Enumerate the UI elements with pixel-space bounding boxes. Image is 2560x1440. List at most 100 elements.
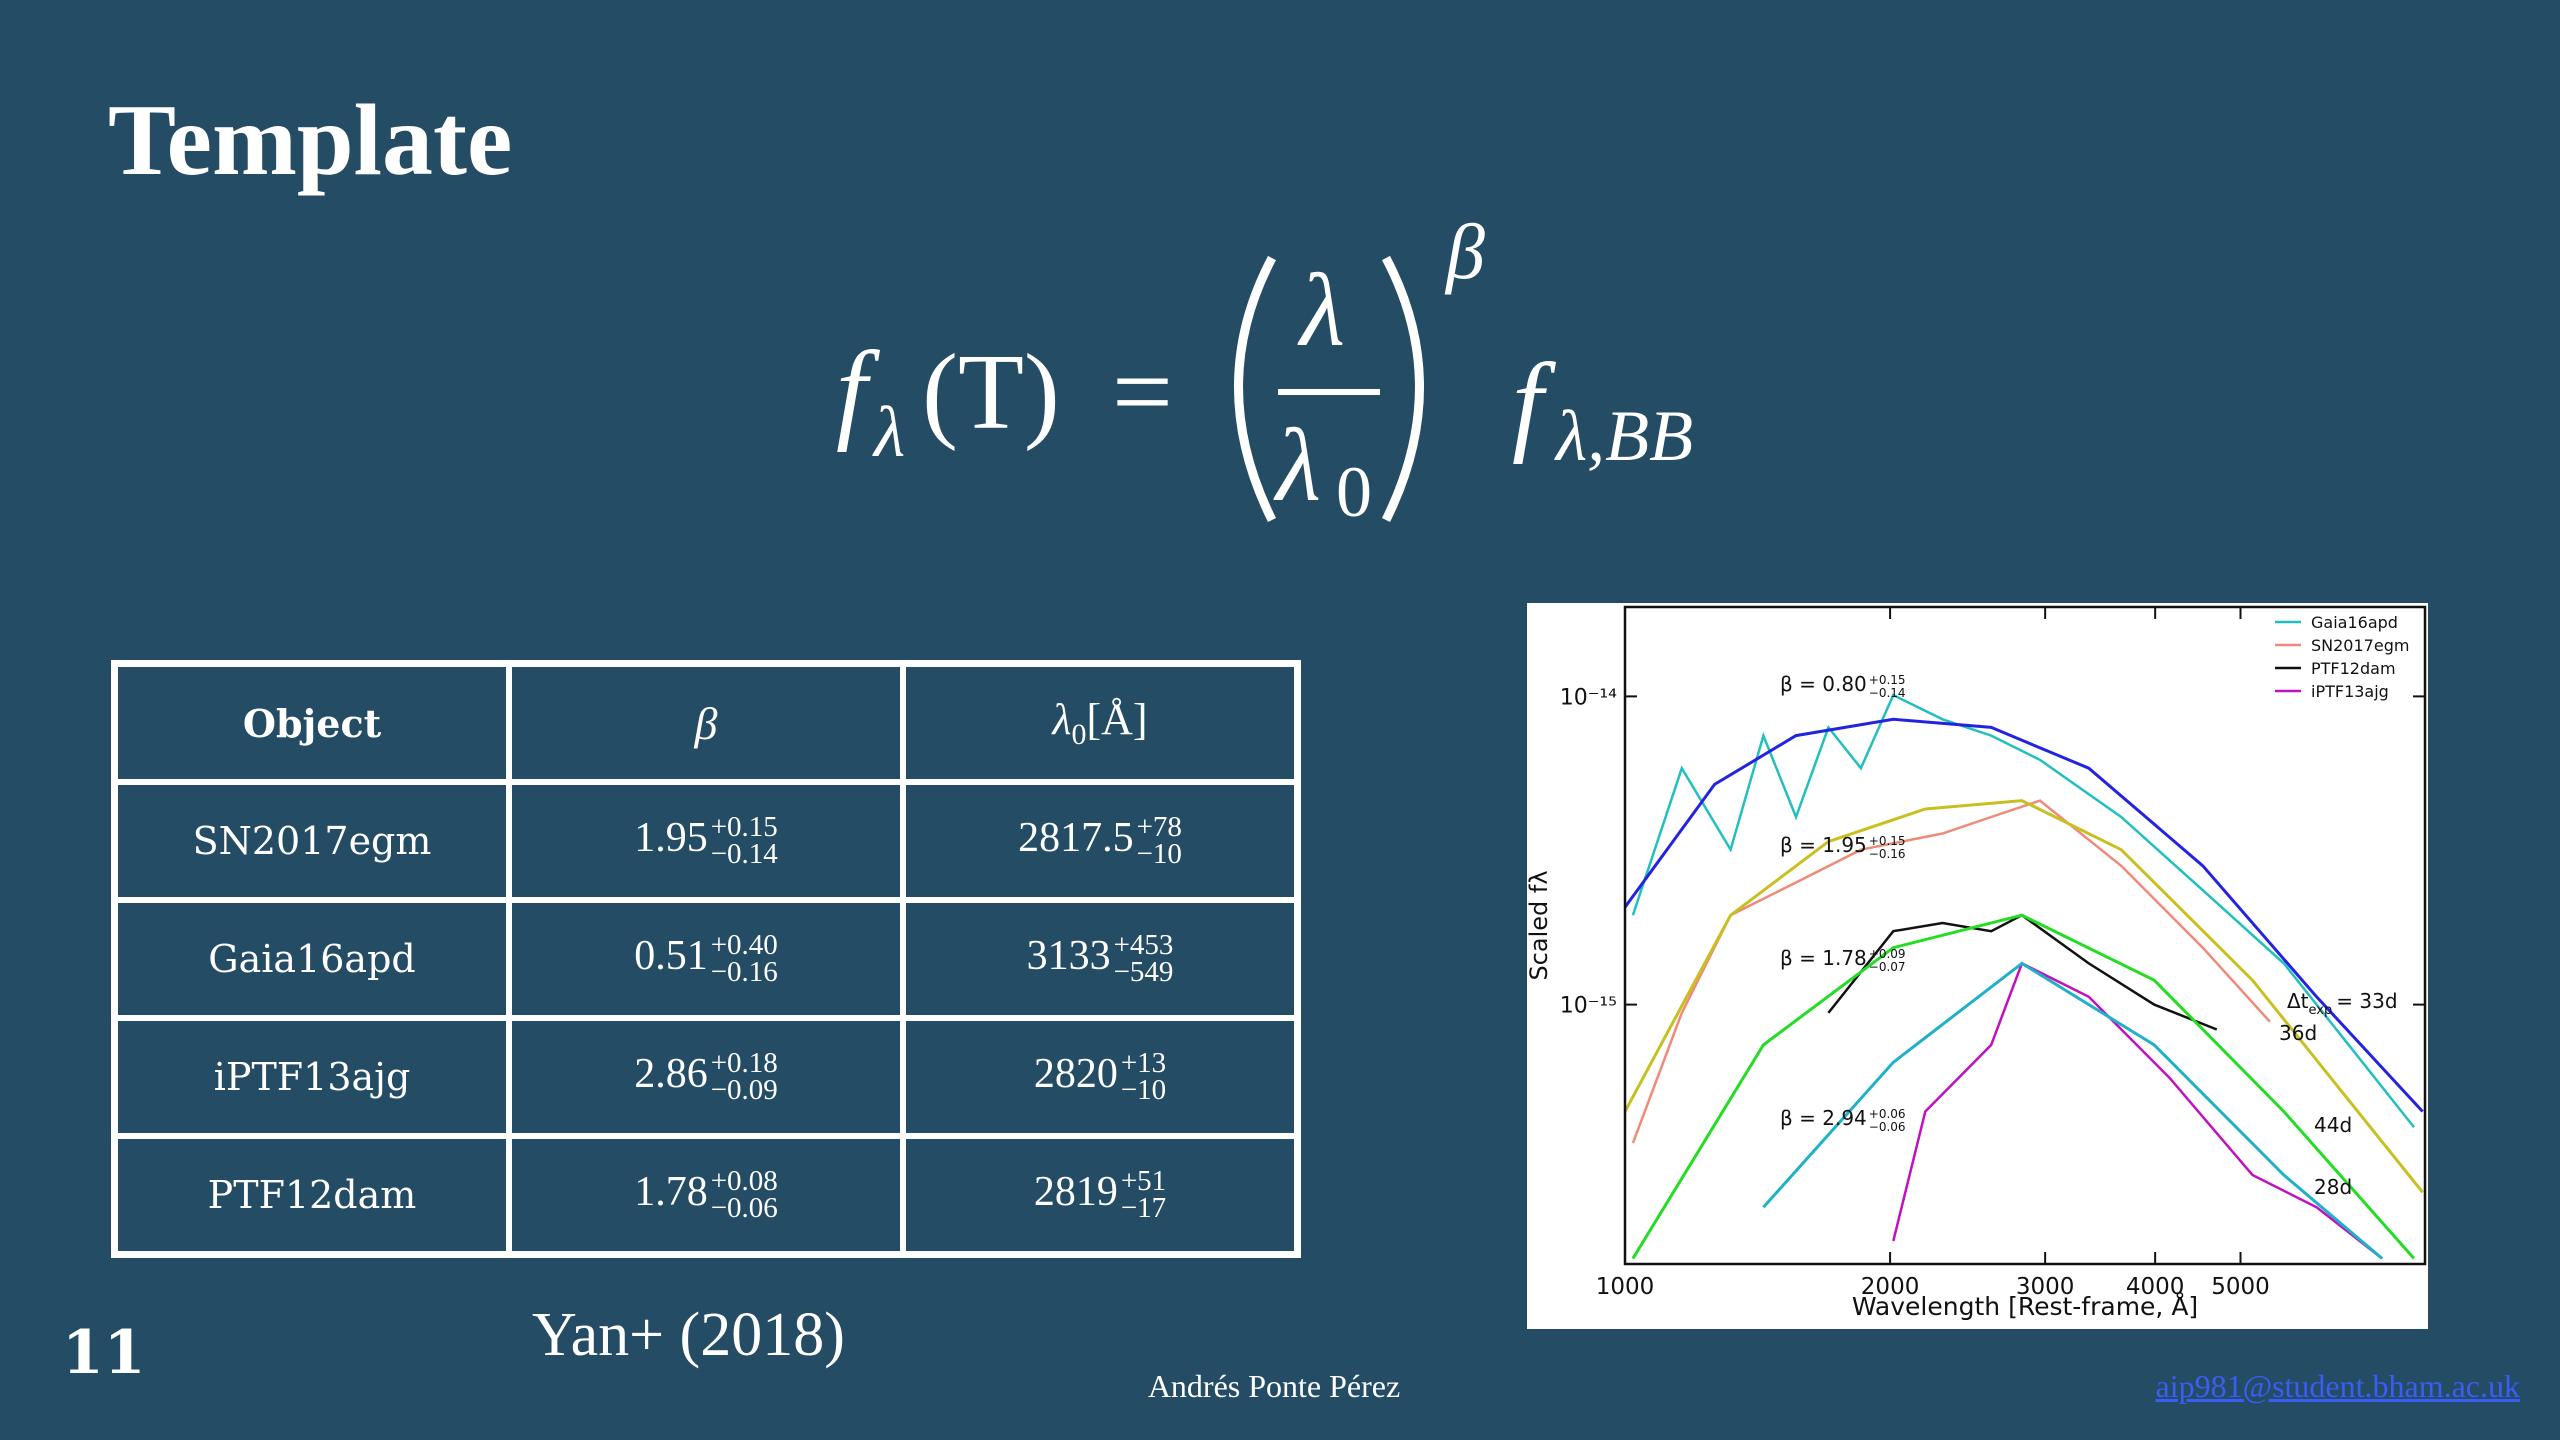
lambda-cell: 3133 +453 −549	[900, 897, 1301, 1021]
annotation-plus: +0.15	[1869, 834, 1906, 848]
citation: Yan+ (2018)	[532, 1301, 845, 1369]
annotation-minus: −0.06	[1869, 1120, 1906, 1134]
object-cell: Gaia16apd	[111, 897, 512, 1021]
x-axis-label: Wavelength [Rest-frame, Å]	[1852, 1292, 2198, 1321]
author: Andrés Ponte Pérez	[1147, 1368, 1401, 1404]
annotation-sub: exp	[2309, 1003, 2333, 1018]
series-line	[1625, 799, 2424, 1194]
header-text: [Å]	[1086, 695, 1148, 745]
lambda-cell: 2819 +51 −17	[900, 1133, 1301, 1258]
annotation-plus: +0.09	[1869, 947, 1906, 961]
annotation-text: Δt	[2287, 989, 2309, 1013]
cell-error: +0.40 −0.16	[710, 931, 778, 989]
cell-error-minus: −10	[1120, 1074, 1167, 1107]
email-link[interactable]: aip981@student.bham.ac.uk	[2155, 1368, 2521, 1404]
annotation-minus: −0.07	[1869, 960, 1906, 974]
cell-error-plus: +0.18	[710, 1047, 778, 1080]
paren-left	[1234, 255, 1277, 522]
table-row: PTF12dam 1.78 +0.08 −0.06 2819 +51 −17	[111, 1133, 1301, 1258]
header-text: 0	[1071, 717, 1087, 751]
cell-value: 0.51	[634, 932, 708, 979]
formula-symbol: f	[1512, 341, 1557, 465]
annotation-text: 28d	[2314, 1175, 2352, 1199]
header-text: β	[694, 697, 718, 749]
lambda-cell: 2817.5 +78 −10	[900, 779, 1301, 903]
cell-error-minus: −0.16	[710, 956, 778, 989]
annotation-minus: −0.14	[1869, 686, 1906, 700]
header-row: Object β λ0[Å]	[111, 660, 1301, 785]
annotation: β = 1.95	[1780, 833, 1867, 857]
annotation-text: β = 0.80	[1780, 672, 1867, 696]
annotation-text: β = 1.78	[1780, 946, 1867, 970]
table-row: Gaia16apd 0.51 +0.40 −0.16 3133 +453 −549	[111, 897, 1301, 1021]
cell-error: +453 −549	[1113, 929, 1174, 987]
formula-denominator: λ	[1273, 408, 1321, 523]
cell-error-minus: −0.09	[710, 1074, 778, 1107]
y-tick-label: 10⁻¹⁴	[1560, 685, 1617, 710]
cell-error-plus: +0.15	[710, 811, 778, 844]
cell-value: 2819	[1033, 1168, 1118, 1215]
cell-error-plus: +78	[1136, 811, 1182, 844]
formula-equals: =	[1112, 333, 1173, 452]
object-cell: SN2017egm	[111, 779, 512, 903]
annotation-text: 36d	[2279, 1021, 2317, 1045]
cell-value: 1.78	[634, 1168, 708, 1215]
paren-right	[1381, 255, 1424, 522]
plot-frame	[1623, 605, 2427, 1266]
annotation: β = 2.94	[1780, 1106, 1867, 1130]
beta-cell: 1.78 +0.08 −0.06	[506, 1133, 906, 1258]
slide-number: 11	[62, 1318, 146, 1388]
formula-argument: (T)	[922, 333, 1060, 452]
cell-error-minus: −0.14	[710, 838, 778, 871]
annotation-minus: −0.16	[1869, 847, 1906, 861]
header-cell: β	[506, 660, 906, 785]
annotation: 36d	[2279, 1021, 2317, 1045]
beta-cell: 0.51 +0.40 −0.16	[506, 897, 906, 1021]
cell-value: 2820	[1033, 1050, 1118, 1097]
cell-value: 1.95	[634, 814, 708, 861]
object-cell: PTF12dam	[111, 1133, 512, 1258]
series-line	[1631, 913, 2416, 1260]
series-line	[1762, 961, 2384, 1260]
annotation-text: β = 1.95	[1780, 833, 1867, 857]
series-line	[1625, 717, 2424, 1113]
annotation: β = 0.80	[1780, 672, 1867, 696]
formula-subscript: λ	[872, 392, 905, 472]
cell-value: 2817.5	[1018, 814, 1134, 861]
formula-subscript: 0	[1336, 452, 1372, 532]
cell-value: 2.86	[634, 1050, 708, 1097]
x-tick-label: 1000	[1596, 1274, 1655, 1300]
formula-subscript: λ,BB	[1554, 396, 1693, 476]
annotation-plus: +0.06	[1869, 1107, 1906, 1121]
cell-error-plus: +453	[1113, 929, 1174, 962]
beta-cell: 1.95 +0.15 −0.14	[506, 779, 906, 903]
annotation: 44d	[2314, 1113, 2352, 1137]
cell-error-plus: +0.08	[710, 1165, 778, 1198]
header-cell: Object	[111, 660, 512, 785]
annotation: 28d	[2314, 1175, 2352, 1199]
cell-error: +0.18 −0.09	[710, 1047, 778, 1107]
legend-label: SN2017egm	[2311, 636, 2409, 655]
cell-error: +13 −10	[1120, 1049, 1167, 1107]
series-line	[1827, 913, 2218, 1031]
header-text: λ	[1052, 695, 1072, 745]
figure: 1000 2000 3000 4000 5000 10⁻¹⁴ 10⁻¹⁵ Wavelength…	[1525, 605, 2427, 1321]
y-axis-label: Scaled fλ	[1525, 870, 1553, 980]
x-tick-label: 4000	[2126, 1274, 2185, 1300]
legend-label: PTF12dam	[2311, 659, 2396, 678]
parameter-table: Object β λ0[Å] SN2017egm 1.95 +0.15 −0.14 2817.…	[111, 660, 1301, 1258]
header-cell: λ0[Å]	[900, 660, 1301, 785]
figure-background	[1527, 603, 2428, 1329]
legend-label: iPTF13ajg	[2311, 682, 2389, 701]
cell-error-minus: −17	[1120, 1192, 1167, 1225]
legend-label: Gaia16apd	[2311, 613, 2398, 632]
x-tick-label: 2000	[1861, 1274, 1920, 1300]
beta-cell: 2.86 +0.18 −0.09	[506, 1015, 906, 1139]
cell-value: 3133	[1026, 932, 1111, 979]
x-tick-label: 5000	[2211, 1274, 2270, 1300]
annotation-text: 44d	[2314, 1113, 2352, 1137]
annotation: Δtexp = 33d	[2287, 989, 2398, 1018]
formula-numerator: λ	[1297, 253, 1345, 368]
